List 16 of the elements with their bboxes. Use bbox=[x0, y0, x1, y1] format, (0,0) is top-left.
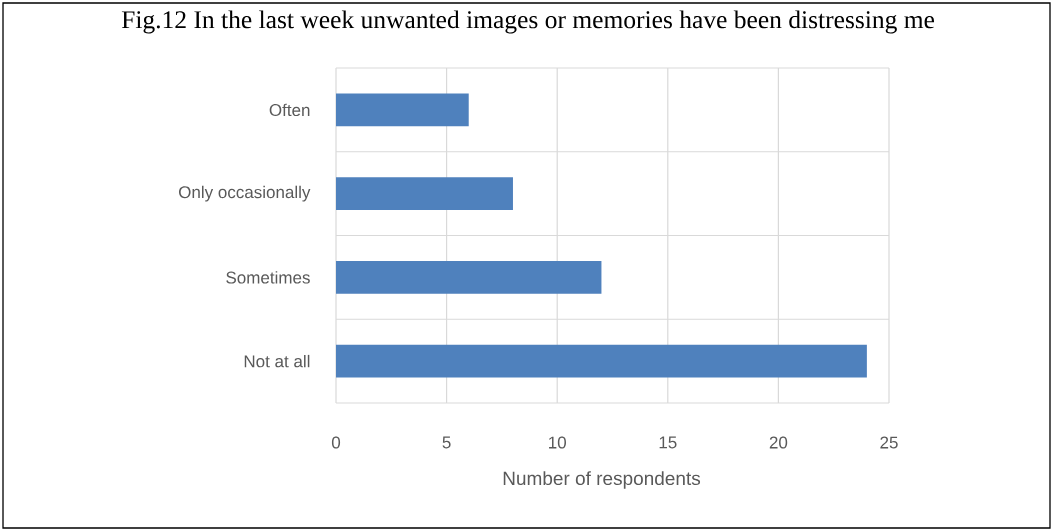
y-tick-label: Often bbox=[269, 103, 310, 117]
bar bbox=[336, 93, 469, 127]
x-tick-label: 0 bbox=[331, 436, 341, 449]
y-tick-label: Sometimes bbox=[226, 271, 310, 284]
y-tick-label: Not at all bbox=[244, 354, 310, 368]
x-tick-label: 25 bbox=[880, 436, 898, 449]
y-tick-label: Only occasionally bbox=[178, 185, 311, 202]
bar bbox=[336, 177, 513, 210]
x-tick-label: 15 bbox=[659, 436, 677, 449]
chart-title: Fig.12 In the last week unwanted images or memories have been distressing me bbox=[121, 10, 935, 34]
x-tick-label: 10 bbox=[549, 436, 566, 449]
x-axis-title: Number of respondents bbox=[503, 471, 701, 489]
bar bbox=[336, 261, 602, 294]
x-tick-label: 5 bbox=[442, 436, 451, 449]
x-tick-label: 20 bbox=[769, 436, 788, 449]
bar bbox=[336, 344, 867, 378]
